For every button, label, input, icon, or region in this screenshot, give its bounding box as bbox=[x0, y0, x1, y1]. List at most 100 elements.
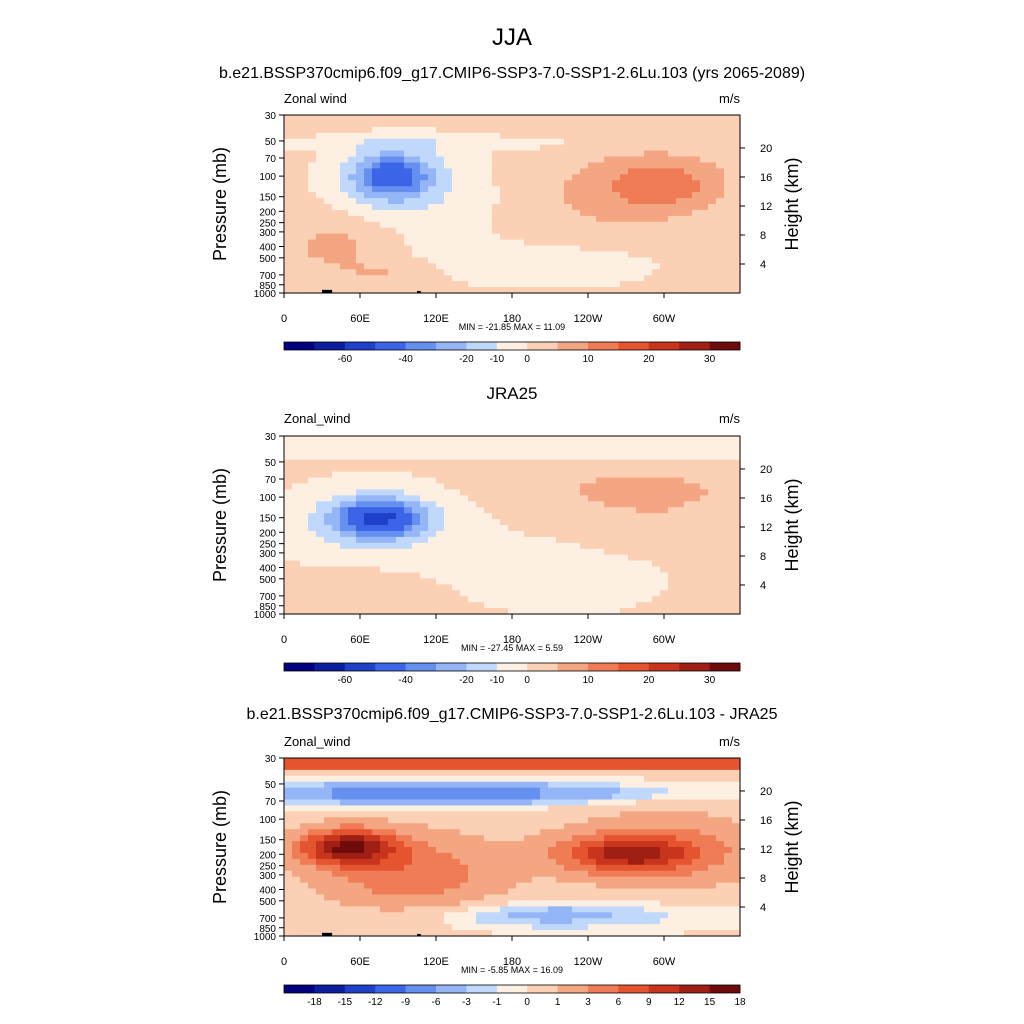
heatmap-cell bbox=[476, 578, 485, 585]
heatmap-cell bbox=[284, 251, 293, 258]
pressure-tick-label: 850 bbox=[259, 281, 276, 292]
heatmap-cell bbox=[588, 192, 597, 199]
heatmap-cell bbox=[540, 227, 549, 235]
heatmap-cell bbox=[668, 174, 677, 181]
heatmap-cell bbox=[548, 811, 557, 818]
heatmap-cell bbox=[524, 120, 533, 128]
heatmap-cell bbox=[404, 471, 413, 479]
heatmap-cell bbox=[332, 471, 341, 479]
heatmap-cell bbox=[340, 251, 349, 258]
heatmap-cell bbox=[468, 775, 477, 783]
heatmap-cell bbox=[484, 465, 493, 473]
heatmap-cell bbox=[692, 566, 701, 574]
heatmap-cell bbox=[428, 275, 437, 282]
heatmap-cell bbox=[452, 811, 461, 818]
heatmap-cell bbox=[484, 257, 493, 264]
heatmap-cell bbox=[452, 459, 461, 467]
heatmap-cell bbox=[540, 513, 549, 520]
heatmap-cell bbox=[556, 204, 565, 211]
heatmap-cell bbox=[484, 495, 493, 502]
heatmap-cell bbox=[476, 924, 485, 931]
heatmap-cell bbox=[388, 269, 397, 276]
heatmap-cell bbox=[468, 787, 477, 795]
heatmap-cell bbox=[508, 263, 517, 270]
heatmap-cell bbox=[452, 180, 461, 187]
heatmap-cell bbox=[412, 793, 421, 801]
heatmap-cell bbox=[364, 811, 373, 818]
heatmap-cell bbox=[668, 447, 677, 455]
heatmap-cell bbox=[300, 198, 309, 205]
heatmap-cell bbox=[644, 763, 653, 771]
heatmap-cell bbox=[332, 608, 341, 615]
heatmap-cell bbox=[308, 900, 317, 907]
heatmap-cell bbox=[588, 525, 597, 532]
heatmap-cell bbox=[284, 138, 293, 146]
heatmap-cell bbox=[676, 560, 685, 568]
heatmap-cell bbox=[596, 888, 605, 896]
heatmap-cell bbox=[580, 542, 589, 550]
heatmap-cell bbox=[660, 180, 669, 187]
heatmap-cell bbox=[588, 912, 597, 919]
heatmap-cell bbox=[412, 852, 421, 860]
heatmap-cell bbox=[396, 275, 405, 282]
heatmap-cell bbox=[516, 495, 525, 502]
heatmap-cell bbox=[444, 805, 453, 812]
heatmap-cell bbox=[420, 221, 429, 229]
heatmap-cell bbox=[596, 251, 605, 258]
heatmap-cell bbox=[508, 525, 517, 532]
heatmap-cell bbox=[684, 245, 693, 253]
heatmap-cell bbox=[588, 115, 597, 122]
heatmap-cell bbox=[540, 793, 549, 801]
heatmap-cell bbox=[380, 799, 389, 807]
heatmap-cell bbox=[628, 483, 637, 490]
heatmap-cell bbox=[492, 894, 501, 901]
heatmap-cell bbox=[412, 281, 421, 288]
heatmap-cell bbox=[588, 138, 597, 146]
heatmap-cell bbox=[492, 811, 501, 818]
heatmap-cell bbox=[492, 215, 501, 223]
heatmap-cell bbox=[404, 477, 413, 485]
heatmap-cell bbox=[476, 519, 485, 526]
heatmap-cell bbox=[556, 811, 565, 818]
heatmap-cell bbox=[644, 906, 653, 913]
heatmap-cell bbox=[372, 115, 381, 122]
heatmap-cell bbox=[388, 930, 397, 937]
pressure-tick-label: 100 bbox=[259, 493, 276, 504]
heatmap-cell bbox=[324, 447, 333, 455]
heatmap-cell bbox=[684, 174, 693, 181]
heatmap-cell bbox=[452, 858, 461, 866]
heatmap-cell bbox=[412, 441, 421, 449]
heatmap-cell bbox=[572, 269, 581, 276]
heatmap-cell bbox=[676, 144, 685, 152]
heatmap-cell bbox=[540, 560, 549, 568]
longitude-axis: 0 60E 120E 180 120W 60W bbox=[281, 614, 676, 646]
heatmap-cell bbox=[636, 560, 645, 568]
heatmap-cell bbox=[532, 489, 541, 496]
heatmap-cell bbox=[444, 876, 453, 884]
heatmap-cell bbox=[372, 590, 381, 597]
heatmap-cell bbox=[476, 852, 485, 860]
heatmap-cell bbox=[428, 156, 437, 164]
heatmap-cell bbox=[572, 168, 581, 175]
heatmap-cell bbox=[612, 775, 621, 783]
heatmap-cell bbox=[420, 829, 429, 836]
heatmap-cell bbox=[316, 781, 325, 789]
heatmap-cell bbox=[636, 233, 645, 241]
heatmap-cell bbox=[468, 894, 477, 901]
heatmap-cell bbox=[564, 192, 573, 199]
heatmap-cell bbox=[500, 251, 509, 258]
heatmap-cell bbox=[644, 275, 653, 282]
heatmap-cell bbox=[420, 864, 429, 872]
heatmap-cell bbox=[612, 882, 621, 890]
heatmap-cell bbox=[460, 275, 469, 282]
heatmap-cell bbox=[380, 495, 389, 502]
heatmap-cell bbox=[580, 835, 589, 842]
heatmap-cell bbox=[436, 602, 445, 609]
heatmap-cell bbox=[460, 144, 469, 152]
heatmap-cell bbox=[716, 477, 725, 485]
heatmap-cell bbox=[588, 501, 597, 508]
heatmap-cell bbox=[732, 548, 741, 556]
heatmap-cell bbox=[668, 560, 677, 568]
heatmap-cell bbox=[500, 453, 509, 461]
heatmap-cell bbox=[484, 775, 493, 783]
